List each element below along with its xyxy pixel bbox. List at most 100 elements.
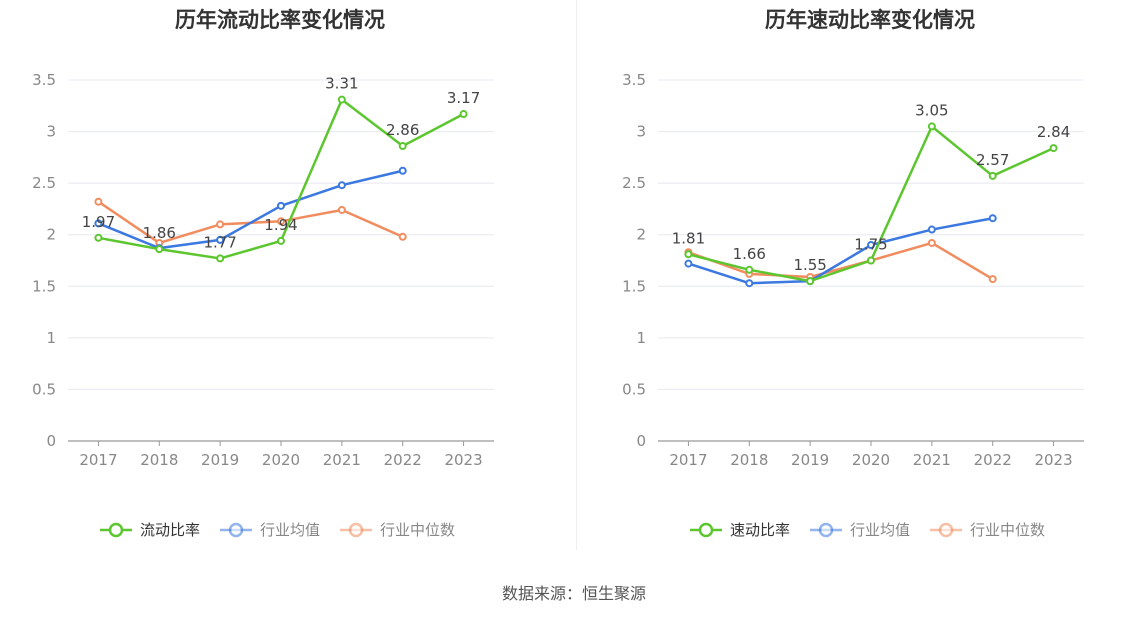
x-tick-label: 2021: [913, 451, 951, 469]
y-tick-label: 0: [46, 432, 56, 450]
panel-divider: [576, 0, 577, 550]
legend-label: 行业中位数: [380, 521, 455, 539]
data-point: [459, 110, 468, 119]
data-label: 1.55: [793, 256, 826, 274]
current-ratio-plot: 0 0.5 1 1.5 2 2.5 3 3.5 2017 2018 2019 2020 2021 2022…: [32, 71, 494, 539]
legend-label: 流动比率: [140, 521, 200, 539]
x-tick-label: 2022: [384, 451, 422, 469]
legend-label: 行业中位数: [970, 521, 1045, 539]
y-tick-label: 2.5: [622, 174, 646, 192]
data-label: 1.66: [733, 245, 766, 263]
data-label: 2.57: [976, 151, 1009, 169]
data-label: 2.86: [386, 121, 419, 139]
data-point: [867, 241, 875, 250]
x-tick-label: 2019: [791, 451, 829, 469]
data-label: 3.31: [325, 75, 358, 93]
data-point: [398, 232, 407, 241]
x-tick-label: 2021: [323, 451, 361, 469]
data-source: 数据来源：恒生聚源: [501, 584, 646, 603]
legend-item: 行业均值: [220, 521, 320, 539]
data-point: [684, 259, 693, 268]
y-tick-label: 3.5: [622, 71, 646, 89]
chart-title: 历年速动比率变化情况: [765, 8, 975, 32]
series-line: [97, 169, 404, 250]
data-label: 1.77: [203, 233, 236, 251]
quick-ratio-chart: 历年速动比率变化情况 0 0.5 1 1.5 2 2.5 3 3.5 2017 2018 2019 2…: [600, 0, 1148, 560]
y-tick-label: 1: [46, 329, 56, 347]
data-label: 1.97: [82, 213, 115, 231]
y-tick-label: 1.5: [622, 277, 646, 295]
data-point: [94, 219, 103, 228]
legend-item: 行业中位数: [930, 521, 1045, 539]
data-point: [745, 265, 754, 274]
data-point: [94, 197, 103, 206]
x-tick-label: 2020: [262, 451, 300, 469]
data-label: 2.84: [1037, 123, 1070, 141]
y-tick-label: 2: [46, 226, 56, 244]
legend-marker: [938, 522, 954, 538]
data-point: [988, 275, 997, 284]
series-0: [94, 95, 468, 263]
x-tick-label: 2018: [140, 451, 178, 469]
data-label: 1.94: [264, 216, 297, 234]
data-point: [216, 254, 225, 263]
y-tick-label: 0.5: [622, 380, 646, 398]
legend-item: 行业均值: [810, 521, 910, 539]
legend-item: 流动比率: [100, 521, 200, 539]
series-line: [688, 216, 993, 285]
data-point: [216, 220, 225, 229]
x-tick-label: 2017: [79, 451, 117, 469]
data-label: 1.81: [672, 229, 705, 247]
data-point: [155, 245, 164, 254]
data-label: 1.86: [143, 224, 176, 242]
legend-label: 行业均值: [260, 521, 320, 539]
data-point: [988, 171, 997, 180]
y-tick-label: 3: [46, 123, 56, 141]
series-1: [94, 166, 407, 253]
data-point: [867, 256, 875, 265]
data-point: [806, 277, 815, 286]
legend-item: 行业中位数: [340, 521, 455, 539]
series-0: [684, 122, 1058, 286]
x-tick-label: 2023: [1034, 451, 1072, 469]
data-point: [337, 181, 346, 190]
data-point: [216, 235, 225, 244]
y-tick-label: 3.5: [32, 71, 56, 89]
data-point: [94, 233, 103, 242]
data-point: [398, 166, 407, 175]
data-point: [277, 201, 285, 210]
y-tick-label: 2.5: [32, 174, 56, 192]
y-tick-label: 3: [636, 123, 646, 141]
legend-marker: [108, 522, 124, 538]
legend-label: 行业均值: [850, 521, 910, 539]
quick-ratio-plot: 0 0.5 1 1.5 2 2.5 3 3.5 2017 2018 2019 2020 2021 2022…: [622, 71, 1084, 539]
data-point: [927, 238, 936, 247]
data-label: 3.05: [915, 101, 948, 119]
data-point: [398, 142, 407, 151]
current-ratio-chart: 历年流动比率变化情况 0 0.5 1 1.5 2 2.5 3 3.5 2017 2018 2019 2…: [10, 0, 570, 560]
x-tick-label: 2023: [444, 451, 482, 469]
data-point: [745, 279, 754, 288]
data-point: [927, 225, 936, 234]
x-tick-label: 2019: [201, 451, 239, 469]
data-point: [1049, 144, 1058, 153]
y-tick-label: 2: [636, 226, 646, 244]
legend-item: 速动比率: [690, 521, 790, 539]
data-point: [337, 205, 346, 214]
data-label: 3.17: [447, 89, 480, 107]
x-tick-label: 2022: [974, 451, 1012, 469]
x-tick-label: 2018: [730, 451, 768, 469]
data-point: [927, 122, 936, 131]
series-1: [684, 214, 997, 288]
legend-marker: [228, 522, 244, 538]
chart-title: 历年流动比率变化情况: [175, 8, 385, 32]
series-line: [688, 241, 994, 281]
y-tick-label: 0.5: [32, 380, 56, 398]
x-tick-label: 2020: [852, 451, 890, 469]
data-point: [277, 236, 285, 245]
data-point: [684, 250, 693, 259]
y-tick-label: 1.5: [32, 277, 56, 295]
legend-label: 速动比率: [730, 521, 790, 539]
legend-marker: [818, 522, 834, 538]
data-point: [337, 95, 346, 104]
